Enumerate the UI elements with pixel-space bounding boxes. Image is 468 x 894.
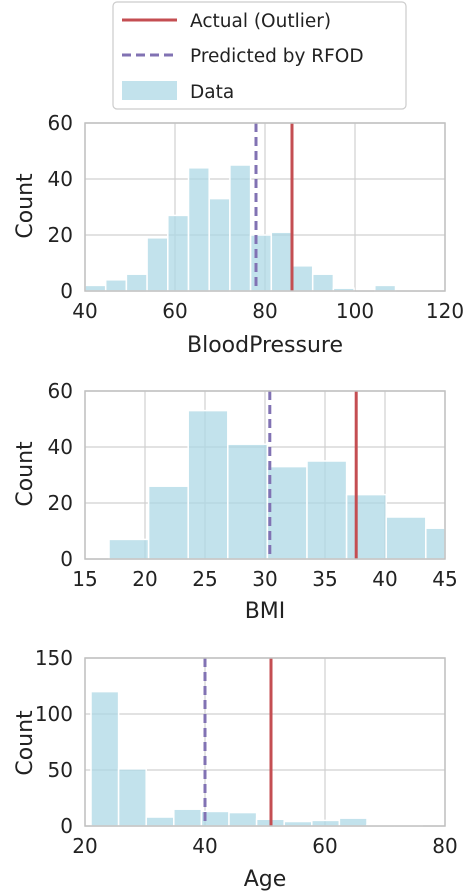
bloodpressure-x-tick-label: 60 xyxy=(162,299,187,323)
bmi-y-tick-label: 0 xyxy=(60,547,73,571)
age-bar xyxy=(90,690,120,827)
bmi-bar xyxy=(147,485,189,560)
age-x-tick-label: 40 xyxy=(192,834,217,858)
age-y-axis-label: Count xyxy=(13,710,38,776)
age-bar xyxy=(338,817,368,827)
bloodpressure-bar xyxy=(229,164,252,292)
bloodpressure-y-tick-label: 0 xyxy=(60,279,73,303)
age-y-tick-label: 0 xyxy=(60,814,73,838)
bloodpressure-x-tick-label: 40 xyxy=(72,299,97,323)
bloodpressure-bar xyxy=(187,167,210,292)
bloodpressure-bar xyxy=(167,214,190,292)
bloodpressure-bar xyxy=(146,237,169,292)
bloodpressure-y-tick-label: 20 xyxy=(48,223,73,247)
bmi-x-tick-label: 15 xyxy=(72,567,97,591)
legend-data-swatch xyxy=(122,81,177,100)
age-x-tick-label: 80 xyxy=(432,834,457,858)
bloodpressure-bar xyxy=(291,265,314,292)
bmi-x-axis-label: BMI xyxy=(245,599,286,624)
age-histogram: 20 40 60 80 0 50 100 150 Age Count xyxy=(13,646,458,892)
age-x-tick-label: 20 xyxy=(72,834,97,858)
bloodpressure-bar xyxy=(125,273,148,292)
age-plot-area: 20 40 60 80 0 50 100 150 xyxy=(35,646,458,858)
bloodpressure-x-tick-label: 80 xyxy=(252,299,277,323)
bloodpressure-x-tick-label: 120 xyxy=(426,299,464,323)
legend-frame xyxy=(112,1,407,110)
bmi-x-tick-label: 45 xyxy=(432,567,457,591)
bmi-y-tick-label: 20 xyxy=(48,491,73,515)
age-bar xyxy=(145,816,175,827)
bmi-histogram: 15 20 25 30 35 40 45 0 20 40 60 BMI Count xyxy=(13,379,458,624)
bmi-axes-frame xyxy=(84,390,446,560)
bmi-x-tick-label: 20 xyxy=(132,567,157,591)
bmi-x-tick-label: 30 xyxy=(252,567,277,591)
bloodpressure-bar xyxy=(374,284,397,292)
age-bar xyxy=(173,808,203,827)
age-y-tick-label: 100 xyxy=(35,702,73,726)
bloodpressure-bar xyxy=(208,197,231,292)
bmi-bar xyxy=(266,465,308,560)
bmi-plot-area: 15 20 25 30 35 40 45 0 20 40 60 xyxy=(48,379,458,591)
legend-actual-label: Actual (Outlier) xyxy=(190,11,331,32)
bmi-bar xyxy=(425,527,446,560)
bmi-bar xyxy=(187,409,229,560)
bloodpressure-bar xyxy=(249,234,273,292)
bloodpressure-y-tick-label: 40 xyxy=(48,167,73,191)
bloodpressure-bar xyxy=(311,273,335,292)
bmi-bar xyxy=(385,516,427,560)
bloodpressure-bar xyxy=(84,284,107,292)
bmi-y-tick-label: 60 xyxy=(48,379,73,403)
bmi-bar xyxy=(227,443,269,560)
bloodpressure-axes-frame xyxy=(84,122,446,292)
bmi-bar xyxy=(345,493,387,560)
bmi-x-tick-label: 25 xyxy=(192,567,217,591)
bloodpressure-plot-area: 40 60 80 100 120 0 20 40 60 xyxy=(48,111,465,323)
legend: Actual (Outlier) Predicted by RFOD Data xyxy=(112,1,407,110)
age-x-axis-label: Age xyxy=(244,867,287,892)
bmi-y-tick-label: 40 xyxy=(48,435,73,459)
bmi-bar xyxy=(108,538,150,560)
bloodpressure-y-tick-label: 60 xyxy=(48,111,73,135)
bmi-x-tick-label: 40 xyxy=(372,567,397,591)
age-y-tick-label: 150 xyxy=(35,646,73,670)
bloodpressure-bar xyxy=(270,231,293,292)
age-y-tick-label: 50 xyxy=(48,758,73,782)
bmi-x-tick-label: 35 xyxy=(312,567,337,591)
bmi-bar xyxy=(306,460,348,560)
bloodpressure-histogram: 40 60 80 100 120 0 20 40 60 BloodPressure Count xyxy=(13,111,464,358)
age-bar xyxy=(311,819,341,827)
age-bar xyxy=(117,768,147,827)
bmi-y-axis-label: Count xyxy=(13,441,38,507)
legend-data-label: Data xyxy=(190,82,234,103)
bloodpressure-x-axis-label: BloodPressure xyxy=(187,333,343,358)
age-axes-frame xyxy=(84,657,446,827)
age-x-tick-label: 60 xyxy=(312,834,337,858)
legend-predicted-label: Predicted by RFOD xyxy=(190,46,364,67)
bloodpressure-y-axis-label: Count xyxy=(13,173,38,239)
bloodpressure-bar xyxy=(104,279,128,292)
bloodpressure-x-tick-label: 100 xyxy=(336,299,374,323)
age-bar xyxy=(228,811,258,827)
